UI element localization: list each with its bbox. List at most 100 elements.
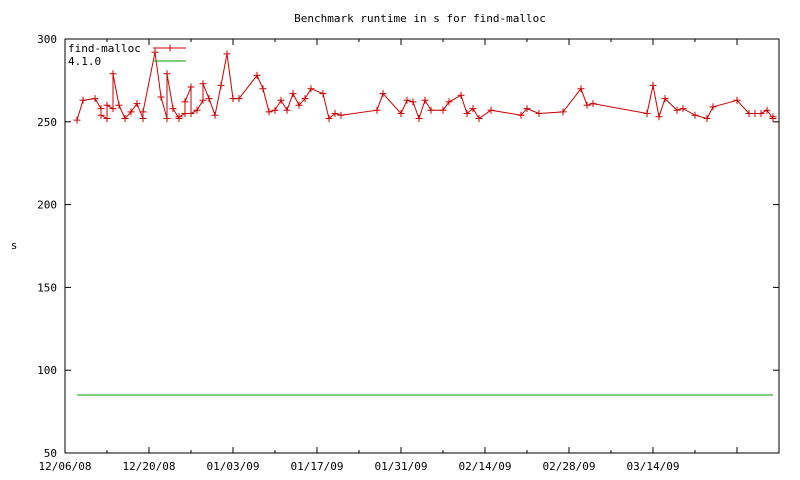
data-point-find-malloc-27 — [199, 96, 207, 104]
data-point-find-malloc-21 — [175, 113, 183, 121]
x-tick-label: 01/03/09 — [207, 460, 260, 473]
data-point-find-malloc-26 — [193, 106, 201, 114]
data-point-find-malloc-5 — [103, 115, 111, 122]
series-line-find-malloc — [76, 52, 774, 121]
data-point-find-malloc-1 — [79, 96, 87, 104]
data-point-find-malloc-70 — [589, 100, 597, 108]
data-point-find-malloc-10 — [121, 115, 129, 122]
data-point-find-malloc-32 — [223, 50, 231, 58]
data-point-find-malloc-81 — [745, 110, 753, 117]
data-point-find-malloc-72 — [649, 81, 657, 89]
plot-frame — [64, 38, 780, 454]
x-tick-label: 12/20/08 — [123, 460, 176, 473]
data-point-find-malloc-24 — [187, 83, 195, 91]
data-point-find-malloc-38 — [271, 106, 279, 114]
data-point-find-malloc-58 — [445, 98, 453, 106]
data-point-find-malloc-45 — [319, 90, 327, 98]
data-point-find-malloc-53 — [409, 98, 417, 106]
legend-label-find-malloc: find-malloc — [68, 42, 141, 55]
data-point-find-malloc-57 — [439, 106, 447, 114]
y-tick-label: 50 — [44, 447, 57, 460]
data-point-find-malloc-54 — [415, 115, 423, 122]
data-point-find-malloc-8 — [109, 70, 117, 78]
data-point-find-malloc-67 — [559, 108, 567, 116]
series-layer — [73, 48, 777, 396]
data-point-find-malloc-47 — [331, 110, 339, 117]
data-point-find-malloc-19 — [169, 105, 177, 113]
legend-marker-find-malloc — [166, 44, 174, 52]
data-point-find-malloc-51 — [397, 110, 405, 117]
data-point-find-malloc-35 — [253, 71, 261, 79]
data-point-find-malloc-63 — [487, 106, 495, 114]
y-tick-label: 250 — [37, 116, 57, 129]
data-point-find-malloc-83 — [757, 110, 765, 117]
data-point-find-malloc-25 — [187, 110, 195, 117]
data-point-find-malloc-30 — [211, 111, 219, 119]
data-point-find-malloc-22 — [181, 110, 189, 117]
data-point-find-malloc-31 — [217, 81, 225, 89]
data-point-find-malloc-9 — [115, 101, 123, 109]
data-point-find-malloc-76 — [679, 105, 687, 113]
y-axis: 50 100 150 200 250 300 — [37, 33, 779, 460]
data-point-find-malloc-66 — [535, 110, 543, 117]
data-point-find-malloc-16 — [157, 93, 165, 101]
data-point-find-malloc-6 — [103, 101, 111, 109]
data-point-find-malloc-0 — [73, 116, 81, 124]
data-point-find-malloc-75 — [673, 106, 681, 114]
data-point-find-malloc-80 — [733, 96, 741, 104]
data-point-find-malloc-23 — [181, 98, 189, 106]
data-point-find-malloc-29 — [205, 95, 213, 103]
data-point-find-malloc-65 — [523, 105, 531, 113]
x-axis: 12/06/08 12/20/08 01/03/09 01/17/09 01/31/09… — [39, 39, 780, 473]
data-point-find-malloc-41 — [289, 90, 297, 98]
data-point-find-malloc-78 — [703, 115, 711, 122]
data-point-find-malloc-52 — [403, 96, 411, 104]
data-point-find-malloc-36 — [259, 85, 267, 93]
data-point-find-malloc-2 — [91, 95, 99, 103]
data-point-find-malloc-64 — [517, 111, 525, 119]
data-point-find-malloc-68 — [577, 85, 585, 93]
data-point-find-malloc-61 — [469, 105, 477, 113]
data-point-find-malloc-11 — [127, 108, 135, 116]
data-point-find-malloc-7 — [109, 105, 117, 113]
data-point-find-malloc-77 — [691, 111, 699, 119]
data-point-find-malloc-73 — [655, 113, 663, 121]
data-point-find-malloc-4 — [97, 111, 105, 119]
x-tick-label: 03/14/09 — [627, 460, 680, 473]
data-point-find-malloc-84 — [763, 106, 771, 114]
data-point-find-malloc-33 — [229, 95, 237, 103]
data-point-find-malloc-60 — [463, 110, 471, 117]
x-tick-label: 01/17/09 — [291, 460, 344, 473]
x-tick-label: 02/14/09 — [459, 460, 512, 473]
data-point-find-malloc-28 — [199, 80, 207, 88]
data-point-find-malloc-46 — [325, 115, 333, 122]
data-point-find-malloc-79 — [709, 103, 717, 111]
data-point-find-malloc-12 — [133, 100, 141, 108]
data-point-find-malloc-49 — [373, 106, 381, 114]
data-point-find-malloc-62 — [475, 115, 483, 122]
data-point-find-malloc-42 — [295, 101, 303, 109]
y-axis-label: s — [11, 239, 18, 252]
x-tick-label: 01/31/09 — [375, 460, 428, 473]
data-point-find-malloc-17 — [163, 115, 171, 122]
x-tick-label: 12/06/08 — [39, 460, 92, 473]
chart-title: Benchmark runtime in s for find-malloc — [294, 12, 546, 25]
data-point-find-malloc-37 — [265, 108, 273, 116]
data-point-find-malloc-44 — [307, 85, 315, 93]
data-point-find-malloc-71 — [643, 110, 651, 117]
data-point-find-malloc-34 — [235, 95, 243, 103]
data-point-find-malloc-39 — [277, 96, 285, 104]
data-point-find-malloc-74 — [661, 95, 669, 103]
legend-label-4-1-0: 4.1.0 — [68, 55, 101, 68]
data-point-find-malloc-18 — [163, 70, 171, 78]
data-point-find-malloc-13 — [139, 115, 147, 122]
data-point-find-malloc-48 — [337, 111, 345, 119]
data-point-find-malloc-55 — [421, 96, 429, 104]
legend: find-malloc 4.1.0 — [68, 42, 186, 68]
y-tick-label: 150 — [37, 281, 57, 294]
y-tick-label: 100 — [37, 364, 57, 377]
data-point-find-malloc-15 — [151, 48, 159, 56]
y-tick-label: 300 — [37, 33, 57, 46]
data-point-find-malloc-40 — [283, 106, 291, 114]
